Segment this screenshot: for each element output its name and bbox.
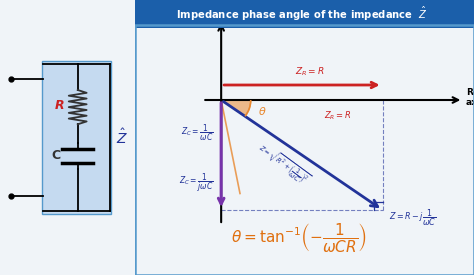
- Text: Imaginary
axis: Imaginary axis: [195, 0, 247, 12]
- Text: C: C: [51, 150, 61, 163]
- Polygon shape: [221, 100, 251, 116]
- Text: $Z_C = \dfrac{1}{j\omega C}$: $Z_C = \dfrac{1}{j\omega C}$: [179, 171, 213, 194]
- FancyBboxPatch shape: [135, 0, 474, 28]
- Text: $Z_C = \dfrac{1}{\omega C}$: $Z_C = \dfrac{1}{\omega C}$: [181, 123, 213, 143]
- Text: $Z_R = R$: $Z_R = R$: [324, 109, 351, 122]
- Text: $Z = \sqrt{R^2+\!\left(\dfrac{1}{\omega C}\right)^{\!2}}$: $Z = \sqrt{R^2+\!\left(\dfrac{1}{\omega …: [254, 139, 313, 189]
- Text: Real
axis: Real axis: [466, 88, 474, 107]
- Text: $\theta = \tan^{-1}\!\left(-\dfrac{1}{\omega CR}\right)$: $\theta = \tan^{-1}\!\left(-\dfrac{1}{\o…: [231, 221, 367, 254]
- Text: $Z_R = R$: $Z_R = R$: [295, 65, 325, 78]
- Text: R: R: [55, 99, 64, 112]
- Text: Impedance phase angle of the impedance  $\hat{Z}$: Impedance phase angle of the impedance $…: [176, 5, 428, 23]
- FancyBboxPatch shape: [42, 61, 111, 214]
- Text: $\theta$: $\theta$: [258, 105, 266, 117]
- Text: $\hat{Z}$: $\hat{Z}$: [117, 128, 128, 147]
- Text: $Z = R - j\dfrac{1}{\omega C}$: $Z = R - j\dfrac{1}{\omega C}$: [389, 208, 437, 228]
